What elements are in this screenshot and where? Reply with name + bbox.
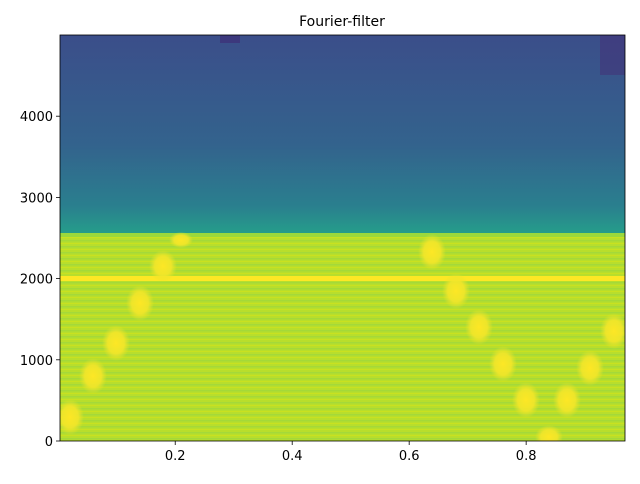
chart-title: Fourier-filter: [299, 14, 385, 30]
y-tick-label: 3000: [20, 191, 53, 206]
x-tick-label: 0.6: [399, 449, 420, 464]
plot-frame: [59, 34, 626, 442]
y-tick-label: 1000: [20, 354, 53, 369]
spectrogram-image: [60, 35, 625, 441]
x-tick-label: 0.8: [516, 449, 537, 464]
x-tick-label: 0.2: [165, 449, 186, 464]
y-tick-label: 4000: [20, 110, 53, 125]
y-tick-label: 2000: [20, 273, 53, 288]
x-tick-label: 0.4: [282, 449, 303, 464]
y-tick-label: 0: [45, 435, 53, 450]
